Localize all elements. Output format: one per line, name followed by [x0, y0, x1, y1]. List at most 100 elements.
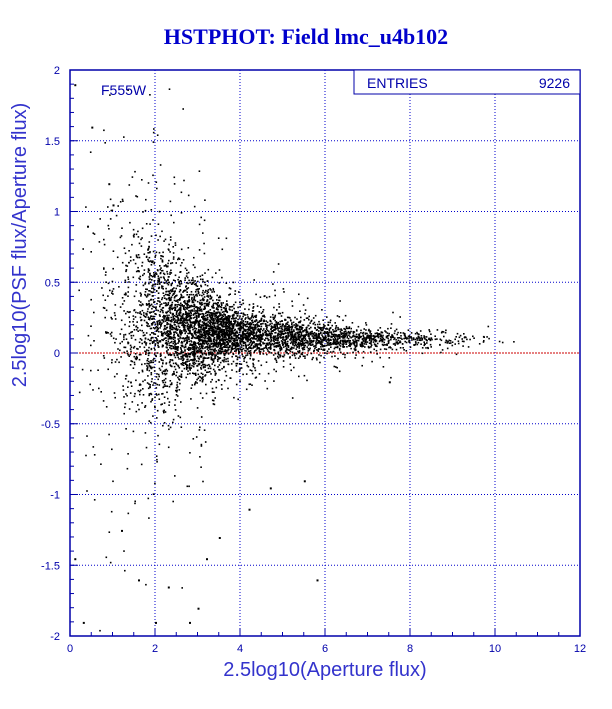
scatter-point: [214, 328, 217, 330]
scatter-point: [339, 347, 341, 350]
scatter-point: [199, 310, 201, 312]
scatter-point: [367, 334, 369, 337]
scatter-point: [379, 335, 381, 338]
scatter-point: [240, 334, 242, 336]
scatter-point: [100, 391, 102, 393]
scatter-point: [186, 300, 189, 302]
scatter-point: [127, 295, 129, 297]
scatter-point: [240, 322, 243, 325]
scatter-point: [201, 343, 204, 345]
scatter-point: [165, 332, 167, 335]
scatter-point: [329, 342, 332, 344]
scatter-point: [144, 316, 147, 318]
scatter-point: [315, 334, 317, 336]
scatter-point: [103, 357, 106, 359]
scatter-point: [215, 333, 217, 335]
scatter-point: [228, 325, 230, 328]
scatter-point: [175, 348, 178, 350]
scatter-point: [235, 365, 238, 367]
scatter-point: [366, 336, 368, 338]
scatter-point: [209, 352, 211, 355]
scatter-point: [200, 356, 203, 358]
scatter-point: [298, 328, 301, 331]
scatter-point: [170, 354, 172, 357]
scatter-point: [184, 324, 186, 327]
scatter-point: [178, 367, 181, 369]
scatter-point: [189, 332, 191, 335]
scatter-point: [189, 353, 192, 356]
scatter-point: [299, 336, 301, 339]
scatter-point: [245, 332, 248, 335]
scatter-point: [213, 403, 216, 406]
scatter-point: [142, 211, 144, 213]
scatter-point: [212, 403, 215, 405]
scatter-point: [374, 338, 377, 341]
scatter-point: [249, 353, 252, 356]
scatter-point: [291, 351, 294, 353]
scatter-point: [259, 351, 262, 353]
scatter-point: [169, 360, 171, 363]
scatter-point: [148, 241, 151, 243]
scatter-point: [237, 335, 239, 337]
scatter-point: [195, 381, 197, 383]
scatter-point: [124, 346, 127, 349]
scatter-point: [276, 322, 278, 325]
scatter-point: [147, 293, 149, 295]
scatter-point: [357, 325, 360, 328]
scatter-point: [192, 372, 194, 374]
scatter-point: [352, 342, 354, 345]
scatter-point: [268, 343, 271, 345]
scatter-point: [330, 336, 332, 338]
scatter-point: [149, 281, 151, 284]
scatter-point: [164, 369, 166, 371]
scatter-point: [212, 326, 214, 329]
scatter-point: [312, 317, 315, 319]
scatter-point: [250, 326, 252, 329]
scatter-point: [185, 330, 187, 333]
scatter-point: [137, 236, 140, 238]
scatter-point: [277, 334, 279, 336]
scatter-point: [353, 348, 356, 350]
scatter-point: [322, 349, 324, 351]
scatter-point: [240, 344, 243, 346]
scatter-point: [154, 482, 156, 485]
scatter-point: [257, 347, 259, 349]
scatter-point: [143, 312, 145, 314]
scatter-point: [223, 350, 226, 352]
scatter-point: [147, 247, 150, 250]
scatter-point: [216, 303, 219, 306]
scatter-point: [220, 322, 222, 324]
scatter-point: [256, 336, 259, 339]
scatter-point: [112, 250, 115, 252]
scatter-point: [194, 299, 197, 302]
scatter-point: [200, 325, 203, 327]
scatter-point: [93, 499, 96, 501]
scatter-point: [317, 349, 319, 352]
scatter-point: [262, 353, 265, 355]
scatter-point: [201, 274, 204, 276]
scatter-point: [194, 266, 196, 269]
scatter-point: [295, 338, 298, 341]
scatter-point: [223, 334, 226, 336]
scatter-point: [329, 338, 332, 341]
scatter-point: [210, 312, 213, 314]
scatter-point: [352, 330, 355, 333]
scatter-point: [291, 325, 294, 327]
scatter-point: [154, 256, 156, 258]
scatter-point: [272, 271, 275, 273]
scatter-point: [284, 318, 286, 321]
scatter-point: [247, 316, 249, 318]
scatter-point: [381, 336, 384, 339]
scatter-point: [177, 365, 180, 368]
scatter-point: [124, 252, 127, 255]
scatter-point: [200, 329, 202, 331]
scatter-point: [318, 354, 320, 356]
scatter-point: [175, 332, 178, 334]
scatter-point: [194, 336, 196, 339]
scatter-point: [180, 294, 183, 297]
scatter-point: [249, 337, 252, 340]
scatter-point: [208, 337, 211, 340]
scatter-point: [238, 350, 240, 353]
scatter-point: [89, 151, 92, 153]
scatter-point: [231, 347, 233, 349]
